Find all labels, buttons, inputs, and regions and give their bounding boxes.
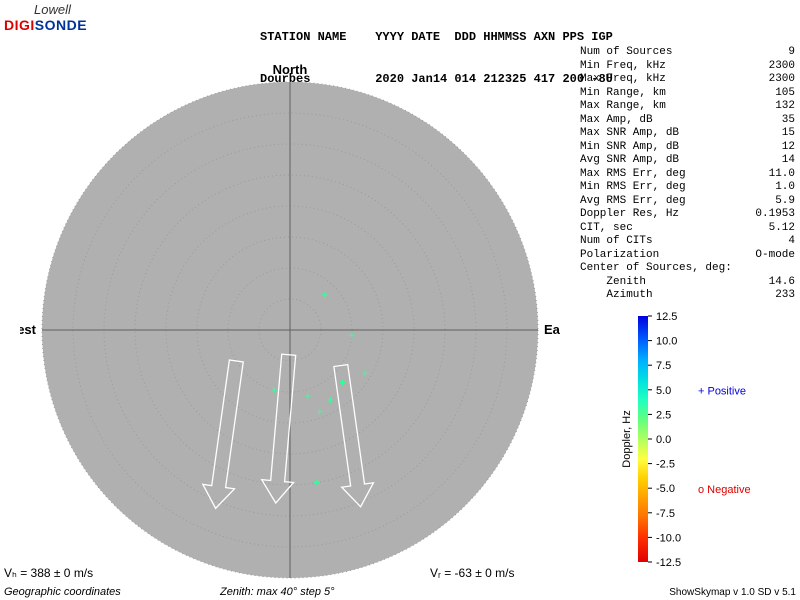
svg-text:West: West bbox=[20, 322, 37, 337]
center-sources-title: Center of Sources, deg: bbox=[580, 262, 795, 276]
info-row: Doppler Res, Hz0.1953 bbox=[580, 208, 795, 222]
info-row: Min Freq, kHz2300 bbox=[580, 60, 795, 74]
logo: Lowell DIGISONDE bbox=[4, 2, 87, 33]
footer-coords: Geographic coordinates bbox=[4, 586, 121, 598]
positive-legend: + Positive bbox=[698, 386, 746, 398]
colorbar-title: Doppler, Hz bbox=[621, 410, 633, 467]
skymap-plot: NorthSouthEastWest bbox=[20, 40, 560, 580]
logo-line1: Lowell bbox=[34, 2, 87, 17]
negative-legend: o Negative bbox=[698, 484, 751, 496]
info-row: Avg SNR Amp, dB14 bbox=[580, 154, 795, 168]
colorbar-tick: 5.0 bbox=[656, 385, 671, 397]
colorbar-tick: -2.5 bbox=[656, 459, 675, 471]
info-row: Avg RMS Err, deg5.9 bbox=[580, 195, 795, 209]
center-zenith: Zenith14.6 bbox=[580, 276, 795, 290]
logo-line2: DIGISONDE bbox=[4, 17, 87, 33]
info-row: Num of Sources9 bbox=[580, 46, 795, 60]
info-row: Max Amp, dB35 bbox=[580, 114, 795, 128]
colorbar-tick: -5.0 bbox=[656, 483, 675, 495]
colorbar: 12.5 10.0 7.5 5.0 2.5 0.0 -2.5 -5.0 -7.5 -10.0 -12… bbox=[620, 310, 790, 570]
velocity-h: Vₕ = 388 ± 0 m/s bbox=[4, 566, 93, 580]
footer-version: ShowSkymap v 1.0 SD v 5.1 bbox=[669, 587, 796, 598]
colorbar-tick: -7.5 bbox=[656, 508, 675, 520]
info-row: Min RMS Err, deg1.0 bbox=[580, 181, 795, 195]
colorbar-tick: -12.5 bbox=[656, 557, 681, 569]
colorbar-tick: 10.0 bbox=[656, 336, 677, 348]
colorbar-tick: -10.0 bbox=[656, 532, 681, 544]
colorbar-tick: 0.0 bbox=[656, 434, 671, 446]
info-row: Num of CITs4 bbox=[580, 235, 795, 249]
colorbar-scale bbox=[638, 316, 648, 562]
info-row: PolarizationO-mode bbox=[580, 249, 795, 263]
colorbar-tick: 2.5 bbox=[656, 409, 671, 421]
colorbar-tick: 7.5 bbox=[656, 360, 671, 372]
info-row: Max Range, km132 bbox=[580, 100, 795, 114]
info-row: Max Freq, kHz2300 bbox=[580, 73, 795, 87]
center-azimuth: Azimuth 233 bbox=[580, 289, 795, 303]
footer-zenith: Zenith: max 40° step 5° bbox=[220, 586, 335, 598]
info-row: CIT, sec5.12 bbox=[580, 222, 795, 236]
info-row: Max SNR Amp, dB15 bbox=[580, 127, 795, 141]
svg-text:North: North bbox=[273, 62, 308, 77]
colorbar-tick: 12.5 bbox=[656, 311, 677, 323]
velocity-z: Vᵣ = -63 ± 0 m/s bbox=[430, 566, 515, 580]
info-row: Min SNR Amp, dB12 bbox=[580, 141, 795, 155]
info-row: Min Range, km105 bbox=[580, 87, 795, 101]
info-row: Max RMS Err, deg11.0 bbox=[580, 168, 795, 182]
info-panel: Num of Sources9Min Freq, kHz2300Max Freq… bbox=[580, 46, 795, 303]
svg-text:East: East bbox=[544, 322, 560, 337]
